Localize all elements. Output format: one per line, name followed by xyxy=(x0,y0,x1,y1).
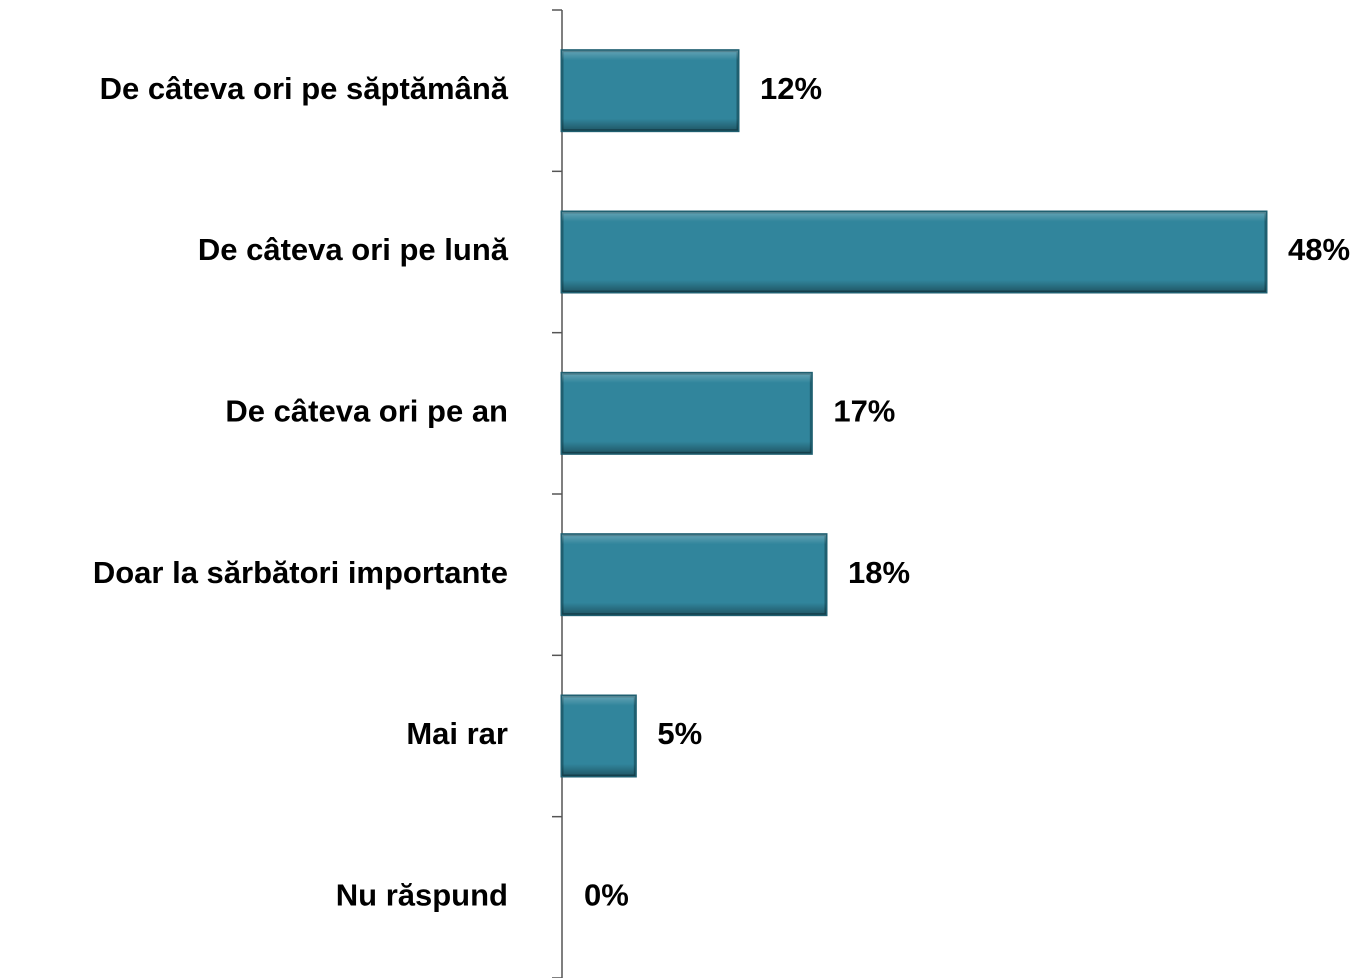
category-label: De câteva ori pe lună xyxy=(198,232,509,267)
bar-shade xyxy=(562,50,738,131)
bar-shade xyxy=(562,696,636,776)
value-label: 48% xyxy=(1288,232,1350,267)
value-label: 0% xyxy=(584,878,629,913)
bar-shade xyxy=(562,212,1266,292)
category-label: De câteva ori pe săptămână xyxy=(100,71,509,106)
value-label: 17% xyxy=(833,394,895,429)
category-label: Doar la sărbători importante xyxy=(93,555,508,590)
category-label: Mai rar xyxy=(406,716,508,751)
bar-shade xyxy=(562,373,812,454)
value-label: 18% xyxy=(848,555,910,590)
value-label: 5% xyxy=(657,716,702,751)
value-label: 12% xyxy=(760,71,822,106)
bar-shade xyxy=(562,534,826,615)
category-label: Nu răspund xyxy=(336,878,508,913)
category-label: De câteva ori pe an xyxy=(225,394,508,429)
